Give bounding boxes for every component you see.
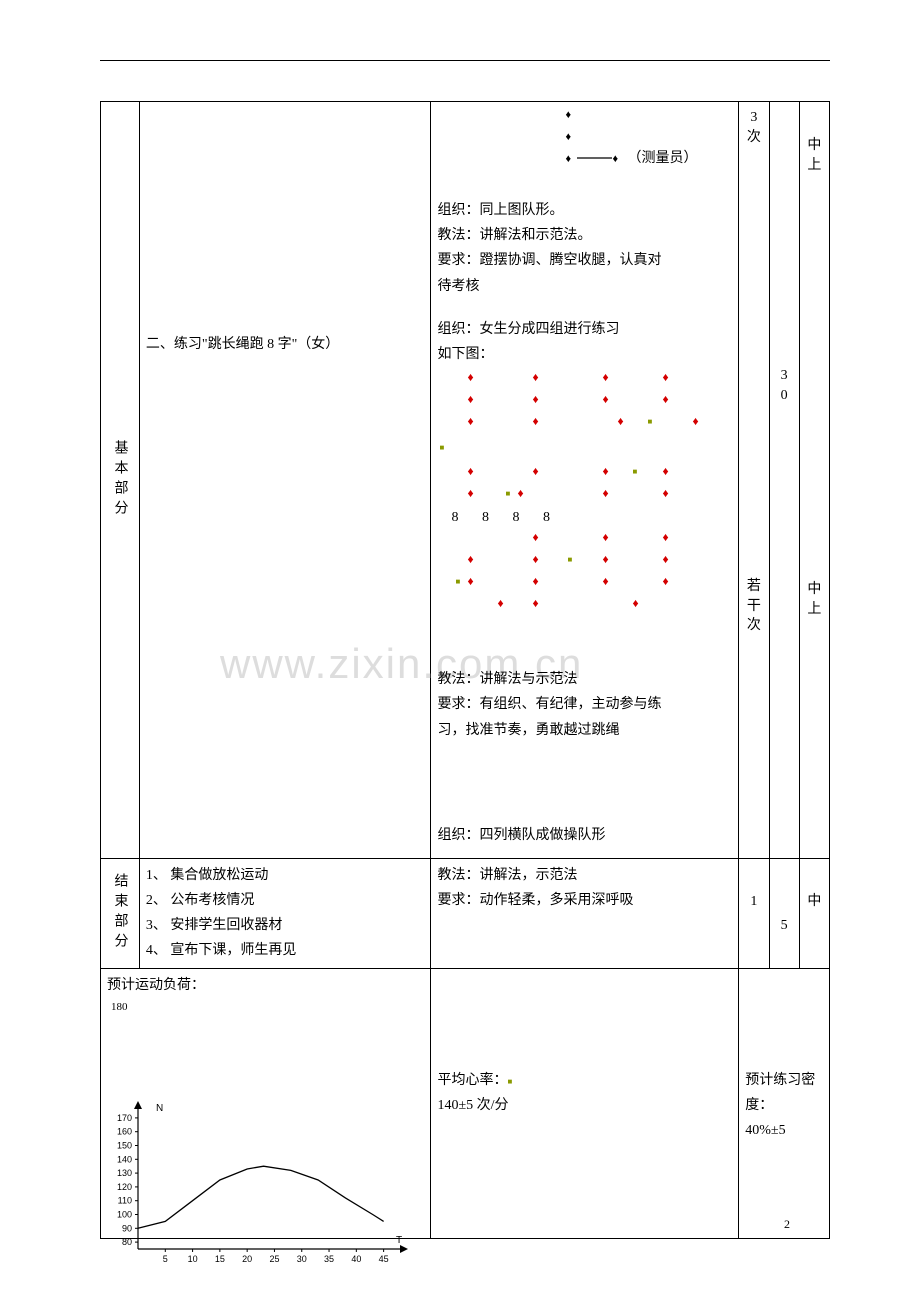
svg-text:160: 160 <box>117 1127 132 1137</box>
svg-text:15: 15 <box>215 1254 225 1264</box>
svg-text:25: 25 <box>269 1254 279 1264</box>
svg-text:10: 10 <box>188 1254 198 1264</box>
method-text: 如下图： <box>437 342 732 367</box>
svg-text:80: 80 <box>122 1237 132 1247</box>
svg-text:45: 45 <box>379 1254 389 1264</box>
col-time: 3 0 <box>769 102 799 859</box>
col-reps: 1 <box>739 858 769 968</box>
svg-text:100: 100 <box>117 1210 132 1220</box>
end-item: 1、 集合做放松运动 <box>146 863 425 888</box>
measurer-label: （测量员） <box>627 146 697 171</box>
svg-text:40: 40 <box>351 1254 361 1264</box>
method-text: 要求：有组织、有纪律，主动参与练 <box>437 692 732 717</box>
section1-content: 二、练习"跳长绳跑 8 字"（女） <box>139 102 431 859</box>
method-text: 教法：讲解法，示范法 <box>437 863 732 888</box>
page-number: 2 <box>784 1217 790 1232</box>
end-item: 2、 公布考核情况 <box>146 888 425 913</box>
method-text: 要求：蹬摆协调、腾空收腿，认真对 <box>437 248 732 273</box>
svg-text:110: 110 <box>118 1196 132 1206</box>
section2-method: 教法：讲解法，示范法 要求：动作轻柔，多采用深呼吸 <box>431 858 739 968</box>
svg-text:5: 5 <box>163 1254 168 1264</box>
end-item: 4、 宣布下课，师生再见 <box>146 938 425 963</box>
method-text: 要求：动作轻柔，多采用深呼吸 <box>437 888 732 913</box>
svg-text:30: 30 <box>297 1254 307 1264</box>
method-text: 组织：四列横队成做操队形 <box>437 823 732 848</box>
section2-label: 结束部分 <box>101 858 140 968</box>
method-text: 习，找准节奏，勇敢越过跳绳 <box>437 718 732 743</box>
method-text: 待考核 <box>437 274 732 299</box>
svg-text:20: 20 <box>242 1254 252 1264</box>
method-text: 教法：讲解法与示范法 <box>437 667 732 692</box>
hr-label: 平均心率： <box>437 1073 507 1088</box>
load-chart: 170 160 150 140 130 120 110 100 90 80 5 10 15 20 25 30 3… <box>100 1097 410 1272</box>
density-label: 预计练习密度： <box>745 1068 823 1118</box>
top-rule <box>100 60 830 61</box>
load-label: 预计运动负荷： <box>107 973 424 998</box>
lesson-plan-table: 基本部分 二、练习"跳长绳跑 8 字"（女） ♦ ♦ ♦ ♦ （测量员） 组织：… <box>100 101 830 1239</box>
col-intensity: 中 <box>799 858 829 968</box>
svg-text:90: 90 <box>122 1223 132 1233</box>
method-text: 组织：同上图队形。 <box>437 198 732 223</box>
svg-text:N: N <box>156 1103 163 1114</box>
section1-label: 基本部分 <box>101 102 140 859</box>
eights-label: 8 8 8 8 <box>451 505 560 530</box>
end-item: 3、 安排学生回收器材 <box>146 913 425 938</box>
svg-text:130: 130 <box>117 1168 132 1178</box>
person-icon: ♦ <box>565 128 571 148</box>
col-reps: 3 次 若干次 <box>739 102 769 859</box>
svg-text:120: 120 <box>117 1182 132 1192</box>
method-text: 教法：讲解法和示范法。 <box>437 223 732 248</box>
load-value: 180 <box>111 998 424 1018</box>
section1-method: ♦ ♦ ♦ ♦ （测量员） 组织：同上图队形。 教法：讲解法和示范法。 要求：蹬… <box>431 102 739 859</box>
line-icon <box>577 156 612 160</box>
heartrate-cell: 平均心率：■ 140±5 次/分 <box>431 968 739 1238</box>
section2-content: 1、 集合做放松运动 2、 公布考核情况 3、 安排学生回收器材 4、 宣布下课… <box>139 858 431 968</box>
svg-text:150: 150 <box>117 1141 132 1151</box>
formation-diagram: ♦ ♦ ♦ ♦ ♦ ♦ ♦ ♦ ♦ ♦ ♦ ■ ♦ ■ ♦ ♦ ♦ <box>437 367 732 667</box>
practice-title: 二、练习"跳长绳跑 8 字"（女） <box>146 337 339 352</box>
svg-text:140: 140 <box>117 1154 132 1164</box>
person-icon: ♦ <box>565 150 571 170</box>
density-cell: 预计练习密度： 40%±5 <box>739 968 830 1238</box>
hr-value: 140±5 次/分 <box>437 1093 732 1118</box>
person-icon: ♦ <box>612 150 618 170</box>
svg-text:T: T <box>396 1235 402 1246</box>
svg-text:170: 170 <box>117 1113 132 1123</box>
density-value: 40%±5 <box>745 1118 823 1143</box>
col-intensity: 中上 中上 <box>799 102 829 859</box>
svg-text:35: 35 <box>324 1254 334 1264</box>
person-icon: ♦ <box>565 106 571 126</box>
method-text: 组织：女生分成四组进行练习 <box>437 317 732 342</box>
col-time: 5 <box>769 858 799 968</box>
